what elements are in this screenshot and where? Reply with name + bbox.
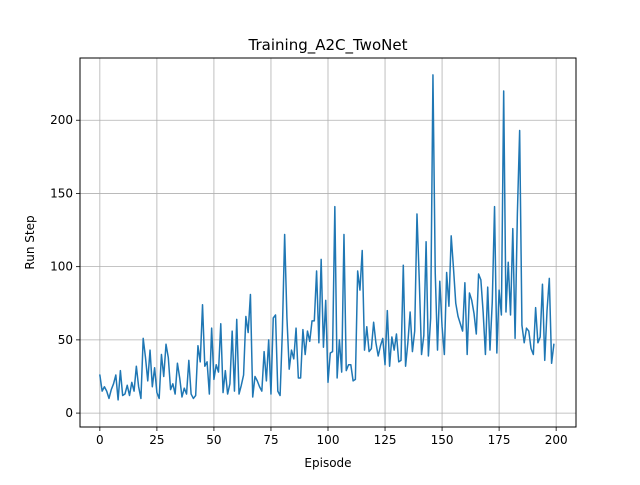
grid xyxy=(80,58,576,427)
y-tick-label: 100 xyxy=(50,260,73,274)
x-tick-label: 175 xyxy=(488,433,511,447)
y-tick-label: 200 xyxy=(50,113,73,127)
x-tick-label: 150 xyxy=(431,433,454,447)
y-tick-label: 50 xyxy=(58,333,73,347)
y-tick-label: 0 xyxy=(65,406,73,420)
x-tick-label: 25 xyxy=(149,433,164,447)
series-layer xyxy=(99,74,555,401)
x-tick-label: 50 xyxy=(206,433,221,447)
x-tick-label: 125 xyxy=(374,433,397,447)
x-axis-label: Episode xyxy=(304,456,351,470)
x-tick-label: 0 xyxy=(96,433,104,447)
x-tick-label: 200 xyxy=(545,433,568,447)
x-tick-label: 100 xyxy=(317,433,340,447)
chart-title: Training_A2C_TwoNet xyxy=(248,36,408,55)
y-tick-label: 150 xyxy=(50,186,73,200)
ticks: 0 25 50 75 100 125 150 175 200 0 50 100 150 200 xyxy=(50,113,568,447)
series-line xyxy=(99,74,555,401)
y-axis-label: Run Step xyxy=(23,215,37,269)
x-tick-label: 75 xyxy=(263,433,278,447)
